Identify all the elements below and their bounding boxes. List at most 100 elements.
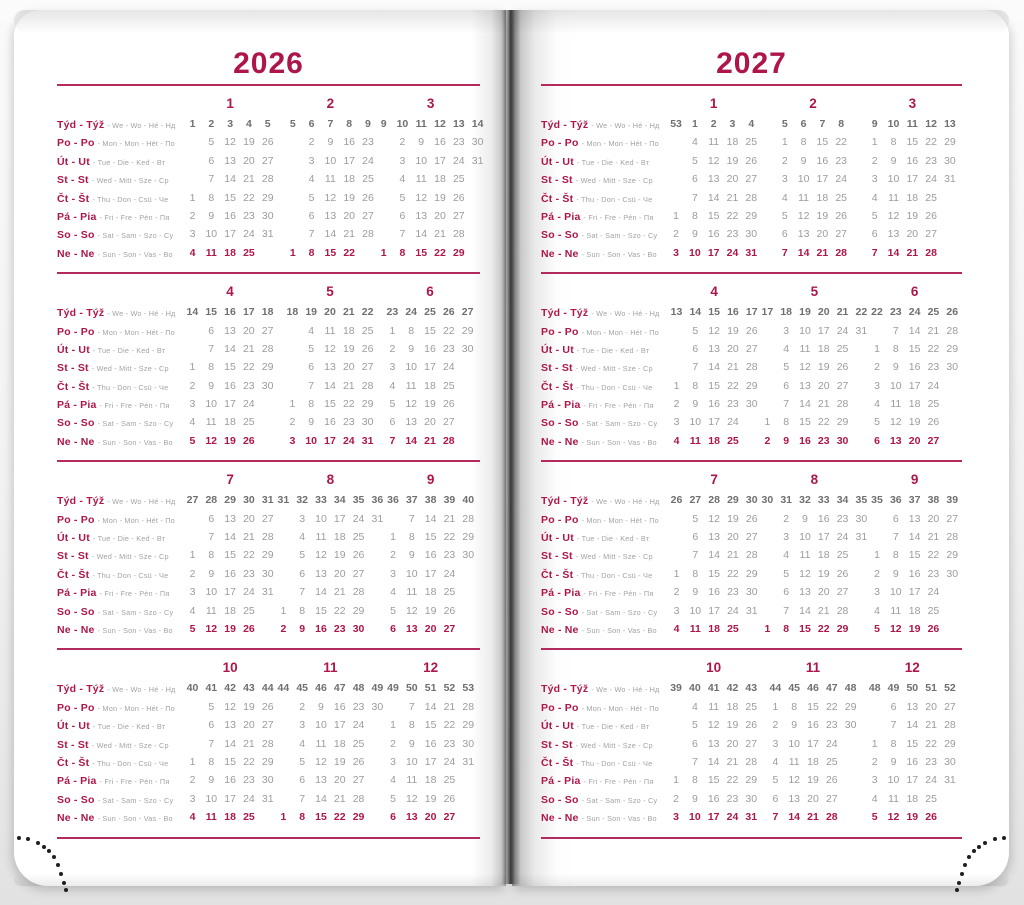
day-cell — [943, 602, 962, 620]
day-cell: 3 — [673, 416, 680, 429]
quarter-block: Týd - Týž - We - Wo - Hé - Нд Po - Po - Mon… — [57, 462, 481, 651]
day-cell — [374, 133, 393, 151]
day-cell — [667, 189, 686, 207]
sunday-cell — [941, 808, 960, 826]
row-label: Čt - Št - Thu - Don - Csü - Че — [57, 565, 180, 583]
month: 5 18 19 20 21 22 4 11 18 25 5 12 19 26 6 13 20 27 7 14 21 28 1… — [280, 282, 380, 450]
day-cell: 10 — [887, 774, 900, 787]
weekday-labels-column: Týd - Týž - We - Wo - Hé - Нд Po - Po - Mon… — [57, 658, 180, 826]
quarter-block: Týd - Týž - We - Wo - Hé - Нд Po - Po - Mon… — [57, 650, 480, 839]
row-label-main: Pá - Pia — [541, 587, 581, 600]
month: 4 13 14 15 16 17 5 12 19 26 6 13 20 27 7 14 21 28 1 8 15 22 29… — [664, 282, 764, 450]
day-cell — [667, 358, 686, 376]
month-number: 12 — [423, 660, 439, 676]
day-cell: 27 — [944, 700, 956, 713]
row-label-translations: - Mon - Mon - Hét - По — [581, 139, 659, 149]
page-left-content: 20 26 Týd - Týž - We - Wo - Hé - Нд Po - Po… — [57, 10, 483, 886]
day-cell: 22 — [726, 774, 739, 787]
day-cell: 14 — [908, 324, 921, 337]
day-cell: 9 — [418, 136, 425, 149]
day-row: 1 8 15 22 29 — [374, 244, 487, 262]
day-cell: 4 — [189, 416, 196, 429]
day-cell: 29 — [462, 531, 475, 544]
day-row: 2 9 16 23 30 — [667, 395, 761, 413]
day-cell: 13 — [908, 512, 921, 525]
sunday-cell: 15 — [415, 246, 428, 259]
day-cell: 20 — [333, 567, 346, 580]
month: 9 36 37 38 39 40 7 14 21 28 1 8 15 22 29 2 9 16 23 30 3 10 17 2… — [381, 470, 481, 638]
day-cell: 17 — [908, 379, 921, 392]
day-cell: 20 — [726, 737, 739, 750]
day-row: 3 10 17 24 31 — [667, 602, 761, 620]
sunday-cell: 14 — [887, 246, 900, 259]
day-cell: 8 — [408, 324, 415, 337]
day-cell: 14 — [424, 512, 437, 525]
quarter-block: Týd - Týž - We - Wo - Hé - Нд Po - Po - Mon… — [541, 86, 962, 275]
day-cell: 15 — [424, 324, 436, 337]
day-cell — [941, 189, 960, 207]
day-cell: 10 — [788, 737, 801, 750]
day-cell: 17 — [424, 361, 436, 374]
day-cell: 26 — [825, 774, 838, 787]
day-cell: 3 — [299, 719, 306, 732]
day-cell: 28 — [946, 531, 959, 544]
stitch-dot — [993, 837, 997, 841]
day-cell: 31 — [261, 228, 274, 241]
day-cell: 16 — [434, 136, 446, 149]
sunday-cell: 21 — [807, 811, 819, 824]
day-cell: 20 — [333, 774, 346, 787]
day-cell: 31 — [371, 512, 384, 525]
day-row: 3 10 17 24 — [766, 735, 860, 753]
week-number-cell: 52 — [944, 682, 956, 695]
day-cell: 6 — [783, 586, 790, 599]
day-cell: 26 — [261, 136, 274, 149]
month-number: 7 — [226, 472, 234, 488]
row-label: Po - Po - Mon - Mon - Hét - По — [541, 322, 664, 340]
sunday-cell: 6 — [390, 811, 396, 824]
week-number-cell: 21 — [342, 306, 355, 319]
day-cell: 26 — [745, 324, 758, 337]
day-row: 4 11 18 25 — [865, 790, 959, 808]
day-cell: 30 — [745, 792, 758, 805]
day-cell: 29 — [352, 604, 365, 617]
day-cell: 4 — [871, 191, 878, 204]
day-cell: 14 — [906, 719, 919, 732]
sunday-cell: 24 — [342, 434, 355, 447]
day-cell: 15 — [816, 136, 829, 149]
day-cell — [758, 358, 777, 376]
row-label-main: So - So — [57, 229, 95, 242]
sunday-cell: 7 — [781, 246, 788, 259]
day-cell: 31 — [471, 154, 484, 167]
weekday-labels-column: Týd - Týž - We - Wo - Hé - Нд Po - Po - Mon… — [57, 282, 180, 450]
week-number-cell: 13 — [944, 118, 956, 130]
day-cell — [758, 528, 777, 546]
page-right-content: 20 27 Týd - Týž - We - Wo - Hé - Нд Po - Po… — [541, 10, 962, 886]
day-cell: 13 — [224, 324, 236, 337]
months-area: 7 27 28 29 30 31 6 13 20 27 7 14 21 28 1 8 15 22 29 2 9 16 23 3… — [180, 470, 481, 638]
day-cell: 20 — [816, 228, 829, 241]
stitch-dot — [967, 855, 971, 859]
week-number-cell: 9 — [365, 118, 371, 130]
day-row: 4 11 18 25 — [384, 583, 478, 601]
week-number-cell: 42 — [726, 682, 739, 695]
day-cell: 21 — [727, 549, 739, 562]
day-cell: 20 — [817, 586, 830, 599]
day-cell: 17 — [908, 586, 921, 599]
day-cell: 22 — [727, 567, 739, 580]
day-cell: 5 — [308, 191, 315, 204]
week-number-cell: 28 — [205, 494, 218, 507]
day-row: 4 11 18 25 — [283, 322, 377, 340]
day-cell — [274, 790, 293, 808]
day-cell — [667, 322, 686, 340]
day-cell: 8 — [892, 549, 899, 562]
week-numbers-row: 14 15 16 17 18 — [183, 303, 277, 321]
day-cell: 7 — [299, 586, 306, 599]
day-cell: 27 — [946, 512, 959, 525]
day-cell: 13 — [708, 531, 720, 544]
week-number-cell: 16 — [727, 306, 739, 319]
row-label-main: Út - Ut — [57, 155, 90, 168]
day-cell: 10 — [405, 567, 418, 580]
day-cell: 15 — [224, 191, 236, 204]
stitch-dot — [977, 845, 981, 849]
day-row: 3 10 17 24 31 — [865, 771, 959, 789]
